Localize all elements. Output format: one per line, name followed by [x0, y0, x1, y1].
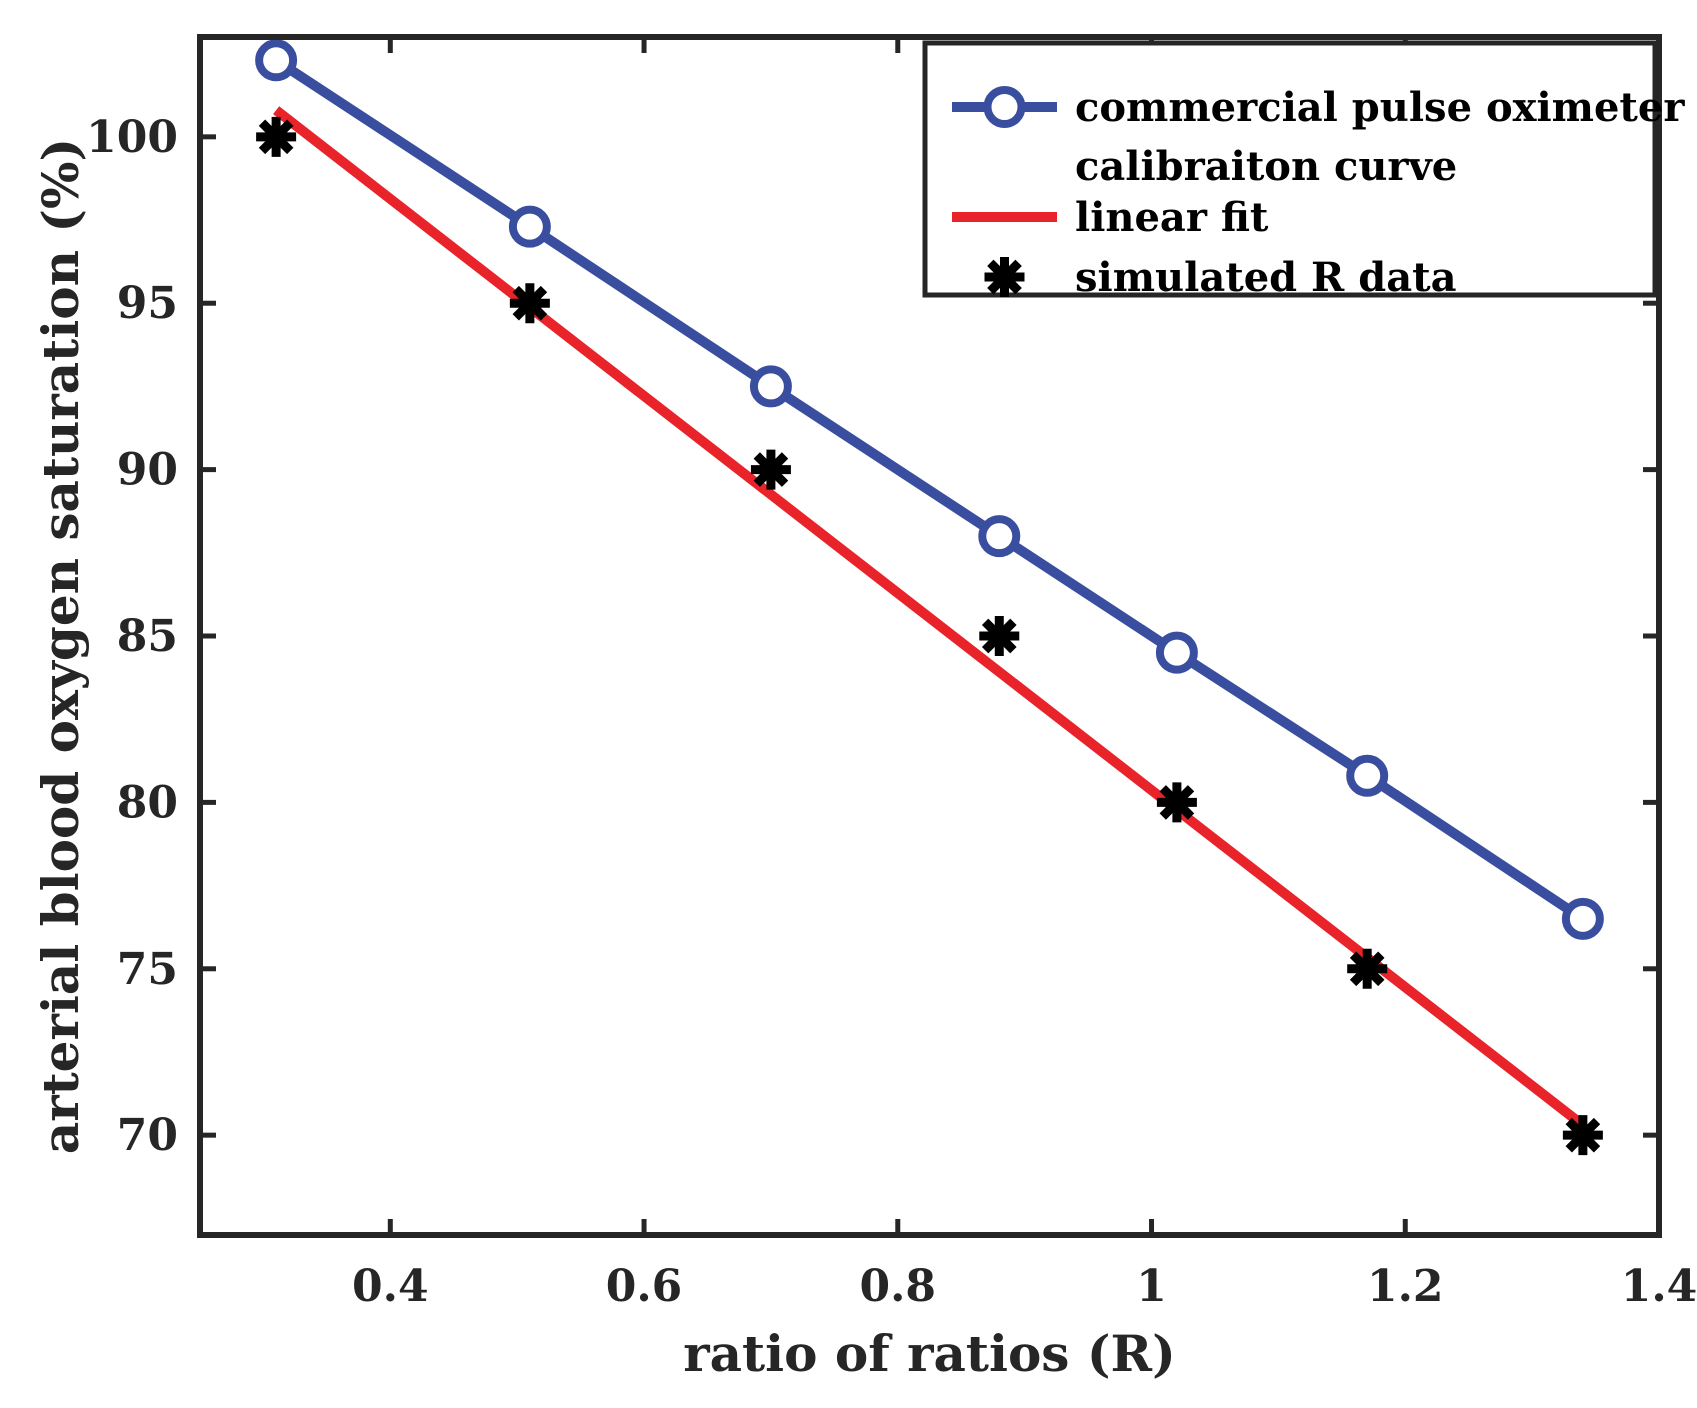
simulated-data-point — [509, 283, 550, 324]
y-tick-label: 85 — [117, 611, 178, 662]
y-tick-label: 80 — [117, 777, 178, 828]
y-tick-label: 95 — [117, 278, 178, 329]
simulated-data-point — [1562, 1115, 1603, 1156]
series-layer — [255, 39, 1604, 1156]
x-tick-label: 0.6 — [606, 1261, 683, 1312]
asterisk-stroke — [258, 119, 294, 155]
calibration-point — [978, 515, 1021, 558]
asterisk-stroke — [987, 259, 1022, 295]
y-tick-label: 70 — [117, 1110, 178, 1161]
asterisk-stroke — [753, 452, 789, 487]
asterisk-stroke — [1159, 785, 1195, 820]
legend-sample-simulated-data — [984, 257, 1025, 297]
calibration-point — [749, 365, 792, 408]
y-axis-title: arterial blood oxygen saturation (%) — [31, 138, 90, 1154]
legend-label-calibration-curve-line1: commercial pulse oximeter — [1075, 84, 1685, 131]
calibration-point — [255, 39, 298, 82]
calibration-point — [1155, 631, 1198, 674]
x-tick-label: 1.4 — [1621, 1261, 1697, 1312]
asterisk-stroke — [981, 618, 1017, 654]
legend: commercial pulse oximeter calibraiton cu… — [922, 40, 1685, 301]
axes-box — [197, 34, 1662, 1238]
x-tick-label: 1.2 — [1367, 1261, 1444, 1312]
calibration-point — [508, 205, 551, 248]
asterisk-stroke — [1565, 1117, 1601, 1153]
legend-box — [922, 40, 1658, 298]
legend-label-simulated-data: simulated R data — [1075, 254, 1457, 301]
x-axis-title: ratio of ratios (R) — [683, 1324, 1175, 1383]
y-tick-label: 100 — [86, 112, 178, 163]
y-tick-label: 90 — [117, 445, 178, 496]
asterisk-stroke — [1349, 951, 1385, 987]
x-tick-label: 0.8 — [860, 1261, 937, 1312]
simulated-data-point — [1156, 782, 1197, 823]
legend-marker-simulated — [984, 257, 1025, 297]
simulated-data-point — [256, 116, 297, 157]
legend-label-linear-fit: linear fit — [1075, 194, 1269, 241]
x-tick-label: 1 — [1136, 1261, 1167, 1312]
axes-frame — [197, 34, 1662, 1238]
legend-label-calibration-curve-line2: calibraiton curve — [1075, 143, 1457, 190]
legend-sample-calibration-curve — [952, 86, 1057, 128]
calibration-point — [1561, 897, 1604, 940]
simulated-data-point — [750, 449, 791, 490]
legend-marker-calibration — [983, 86, 1026, 128]
simulated-data-point — [979, 616, 1020, 656]
tick-labels: 0.4 0.6 0.8 1 1.2 1.4 70 75 80 85 90 95 100 — [86, 112, 1697, 1312]
y-tick-label: 75 — [117, 944, 178, 995]
x-tick-label: 0.4 — [352, 1261, 429, 1312]
simulated-data-point — [1347, 948, 1388, 989]
asterisk-stroke — [512, 285, 548, 321]
calibration-point — [1346, 754, 1389, 797]
